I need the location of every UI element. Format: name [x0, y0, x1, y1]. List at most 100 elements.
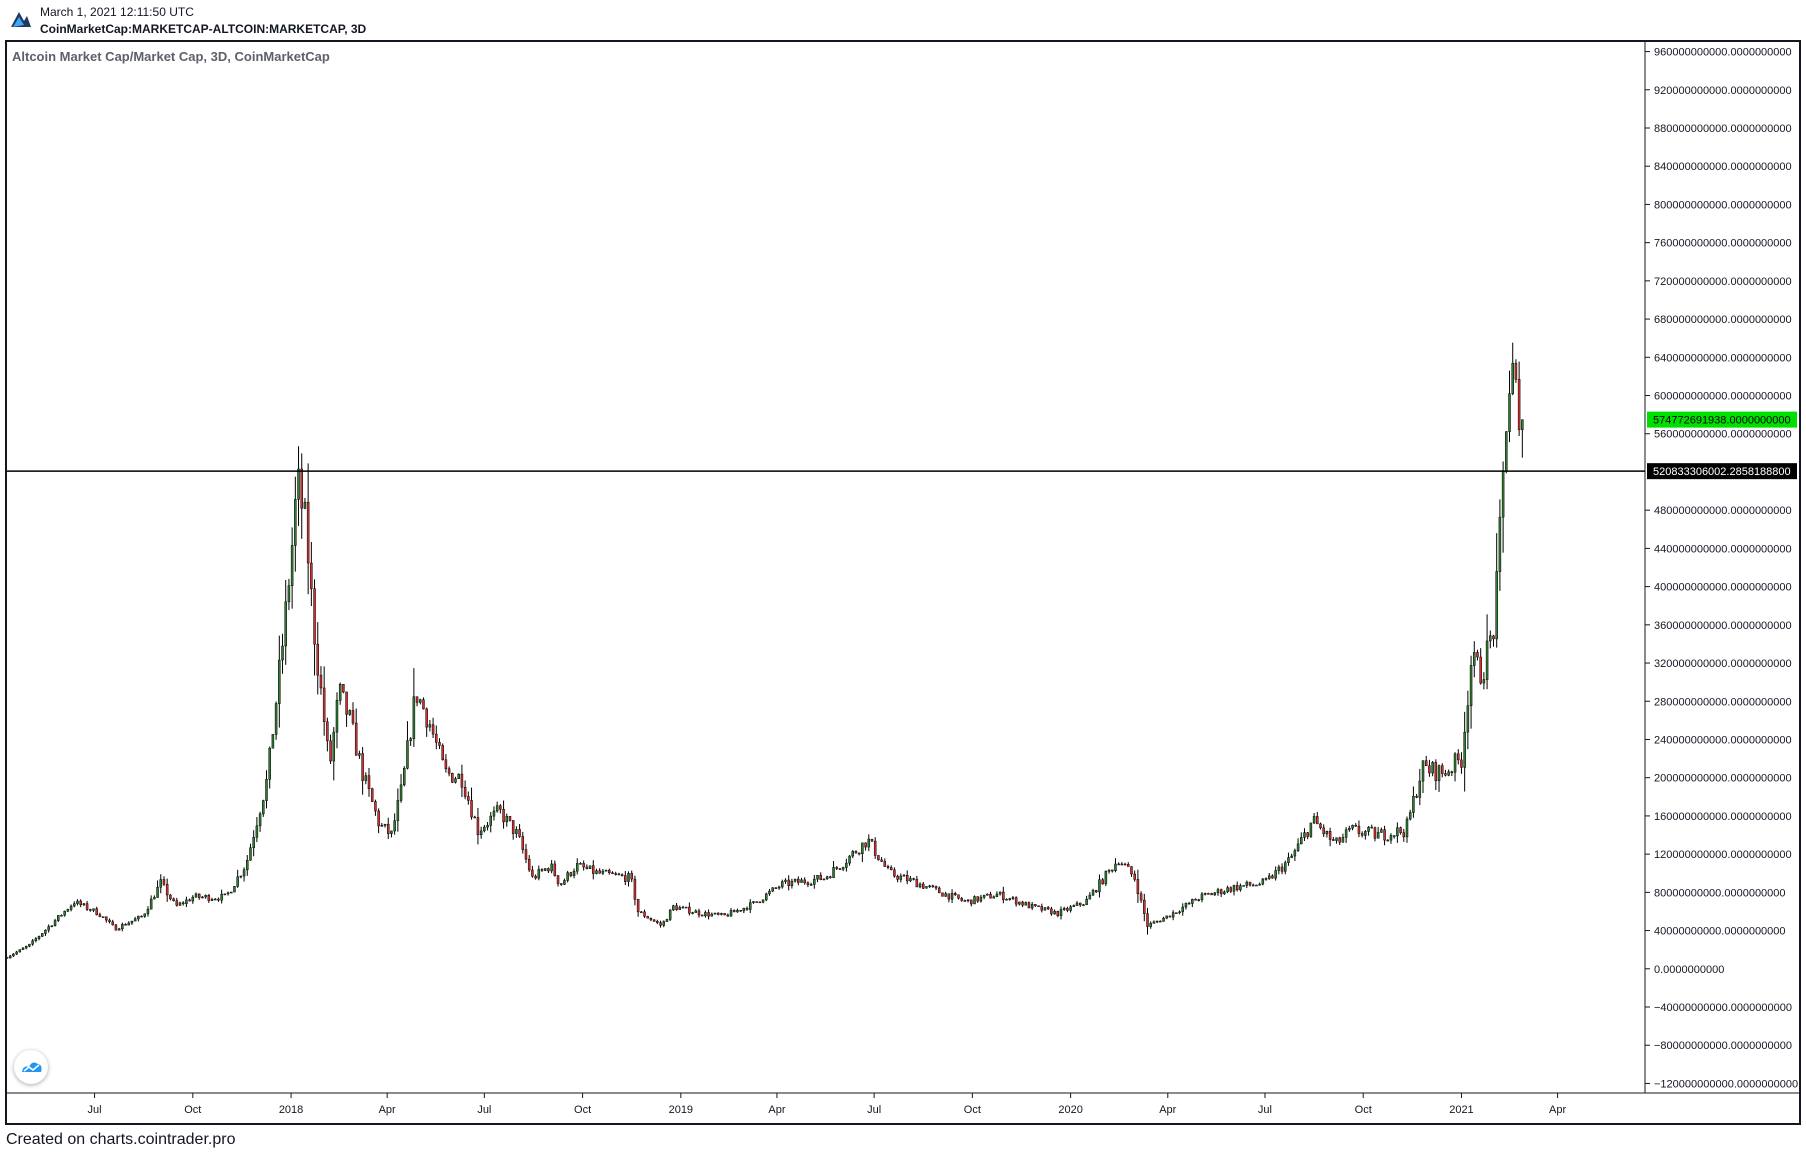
- y-tick-label: 960000000000.0000000000: [1654, 47, 1792, 59]
- candle-up: [601, 870, 605, 874]
- candle-down: [476, 817, 480, 836]
- candle-up: [69, 905, 73, 910]
- y-tick-label: −80000000000.0000000000: [1654, 1040, 1792, 1052]
- candle-down: [886, 866, 890, 868]
- candle-up: [246, 859, 249, 871]
- candle-up: [1412, 795, 1415, 813]
- y-tick-label: 800000000000.0000000000: [1654, 199, 1792, 211]
- candle-up: [1088, 894, 1092, 900]
- candle-down: [172, 898, 175, 901]
- y-tick-label: 680000000000.0000000000: [1654, 314, 1792, 326]
- candle-up: [678, 907, 682, 910]
- candle-down: [217, 898, 220, 901]
- candle-down: [697, 910, 701, 916]
- candle-up: [191, 896, 195, 902]
- candle-down: [620, 874, 624, 876]
- candle-down: [85, 903, 89, 910]
- x-tick-label: Jul: [867, 1104, 881, 1116]
- candle-down: [774, 887, 778, 890]
- candle-up: [1261, 878, 1265, 885]
- candle-down: [310, 562, 313, 589]
- candle-up: [816, 875, 819, 880]
- candle-up: [973, 896, 976, 905]
- candle-up: [153, 897, 156, 900]
- tradingview-badge-icon[interactable]: [14, 1050, 48, 1084]
- candle-down: [954, 893, 957, 896]
- y-tick-label: 120000000000.0000000000: [1654, 849, 1792, 861]
- candle-down: [502, 808, 505, 823]
- candle-up: [479, 830, 483, 836]
- candle-down: [870, 838, 874, 842]
- candle-down: [1514, 362, 1518, 380]
- candle-down: [306, 501, 310, 564]
- candle-down: [108, 919, 111, 923]
- candle-up: [1437, 765, 1441, 782]
- candle-up: [1335, 837, 1338, 841]
- candle-down: [499, 805, 502, 810]
- candle-down: [1046, 907, 1050, 910]
- candle-up: [1300, 837, 1303, 845]
- candle-down: [755, 901, 758, 903]
- candle-down: [1440, 765, 1444, 774]
- candle-up: [47, 926, 50, 931]
- candle-up: [258, 813, 262, 827]
- candle-down: [700, 914, 704, 917]
- candle-down: [877, 855, 880, 861]
- candle-down: [518, 829, 521, 837]
- candle-down: [1373, 827, 1377, 839]
- candle-up: [1059, 909, 1063, 916]
- candle-up: [1312, 816, 1316, 824]
- candle-up: [1293, 850, 1297, 857]
- candle-up: [1453, 753, 1457, 773]
- candle-down: [838, 868, 842, 870]
- candle-down: [880, 859, 883, 862]
- candle-down: [1168, 915, 1172, 918]
- candle-down: [329, 740, 332, 762]
- candle-up: [236, 876, 239, 887]
- y-tick-label: 400000000000.0000000000: [1654, 582, 1792, 594]
- candle-down: [124, 924, 127, 926]
- candle-up: [287, 585, 291, 603]
- y-tick-label: −40000000000.0000000000: [1654, 1002, 1792, 1014]
- candle-down: [431, 724, 435, 735]
- last-price-label: 574772691938.0000000000: [1653, 415, 1791, 427]
- candle-down: [444, 759, 448, 770]
- x-tick-label: 2021: [1449, 1104, 1473, 1116]
- candle-down: [1434, 762, 1438, 782]
- candle-up: [672, 905, 675, 911]
- candle-up: [1149, 923, 1152, 927]
- candle-down: [1175, 912, 1178, 914]
- candle-up: [1380, 829, 1383, 833]
- candle-up: [82, 903, 86, 906]
- candle-up: [159, 879, 163, 888]
- candle-down: [716, 912, 720, 915]
- candle-up: [239, 875, 243, 878]
- candle-up: [290, 545, 294, 586]
- candle-down: [1328, 831, 1332, 840]
- candle-down: [527, 858, 531, 871]
- x-tick-label: Oct: [964, 1104, 981, 1116]
- candle-down: [889, 867, 893, 871]
- candle-down: [617, 873, 621, 876]
- candle-up: [1053, 910, 1056, 915]
- candle-up: [1290, 855, 1293, 858]
- candle-up: [1155, 920, 1159, 923]
- candle-up: [262, 800, 265, 815]
- candle-down: [473, 816, 476, 819]
- candle-down: [114, 924, 118, 931]
- candle-up: [1069, 906, 1072, 911]
- candle-down: [111, 921, 114, 926]
- candle-down: [854, 851, 858, 854]
- candle-up: [194, 893, 198, 898]
- candle-up: [793, 878, 797, 882]
- candle-down: [1021, 901, 1024, 906]
- candle-down: [957, 894, 960, 899]
- candle-up: [729, 910, 733, 917]
- candle-up: [825, 876, 829, 880]
- candle-down: [688, 906, 691, 914]
- candle-up: [1018, 901, 1021, 905]
- candle-down: [1014, 897, 1018, 905]
- candle-up: [34, 938, 38, 941]
- candle-up: [15, 951, 18, 955]
